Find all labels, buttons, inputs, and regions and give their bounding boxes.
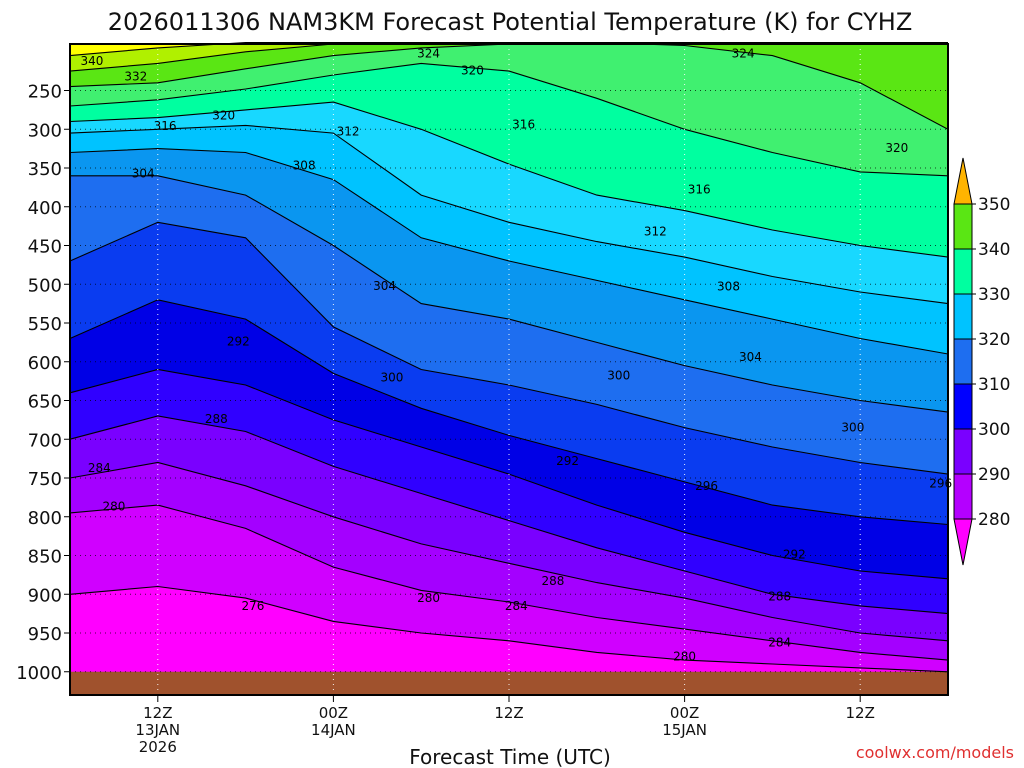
y-tick-label: 450 bbox=[28, 237, 62, 258]
contour-label-296: 296 bbox=[929, 476, 952, 490]
contour-label-304: 304 bbox=[373, 279, 396, 293]
band-above-320 bbox=[70, 44, 948, 176]
contour-label-280: 280 bbox=[417, 591, 440, 605]
contour-label-308: 308 bbox=[293, 159, 316, 173]
contour-label-288: 288 bbox=[205, 412, 228, 426]
contour-label-284: 284 bbox=[768, 635, 791, 649]
contour-label-308: 308 bbox=[717, 280, 740, 294]
contour-label-300: 300 bbox=[380, 370, 403, 384]
colorbar-label: 310 bbox=[978, 375, 1010, 395]
x-tick-label: 12Z bbox=[846, 704, 875, 722]
contour-label-324: 324 bbox=[417, 46, 440, 60]
x-tick-label: 15JAN bbox=[662, 721, 707, 739]
contour-label-292: 292 bbox=[556, 454, 579, 468]
y-tick-label: 600 bbox=[28, 353, 62, 374]
x-tick-label: 00Z bbox=[670, 704, 699, 722]
contour-label-340: 340 bbox=[80, 54, 103, 68]
y-tick-label: 1000 bbox=[16, 663, 62, 684]
y-tick-label: 950 bbox=[28, 624, 62, 645]
contour-label-304: 304 bbox=[739, 350, 762, 364]
contour-label-312: 312 bbox=[644, 225, 667, 239]
x-tick-label: 12Z bbox=[143, 704, 172, 722]
colorbar-label: 290 bbox=[978, 465, 1010, 485]
contour-label-288: 288 bbox=[541, 574, 564, 588]
colorbar-label: 320 bbox=[978, 330, 1010, 350]
isentrope-284 bbox=[69, 461, 949, 642]
isentrope-280 bbox=[69, 504, 949, 661]
x-tick-label: 2026 bbox=[139, 738, 177, 756]
colorbar-segment-300 bbox=[953, 383, 973, 430]
contour-label-300: 300 bbox=[841, 421, 864, 435]
isentrope-308 bbox=[69, 148, 949, 355]
colorbar: 280 290 300 310 320 330 340 350 bbox=[953, 157, 1010, 566]
x-axis-label: Forecast Time (UTC) bbox=[409, 745, 611, 768]
contour-label-288: 288 bbox=[768, 590, 791, 604]
plot-area: 340 332 324 324 320 320 320 316 316 316 312 312 308 3… bbox=[69, 41, 952, 696]
x-tick-label: 13JAN bbox=[135, 721, 180, 739]
colorbar-segment-290 bbox=[953, 428, 973, 475]
isentrope-288 bbox=[69, 415, 949, 615]
y-tick-label: 700 bbox=[28, 430, 62, 451]
isentrope-276 bbox=[69, 585, 949, 673]
ground-terrain bbox=[70, 671, 948, 695]
contour-label-316: 316 bbox=[688, 183, 711, 197]
isentrope-lines bbox=[69, 41, 949, 673]
contour-label-320: 320 bbox=[885, 141, 908, 155]
contour-label-316: 316 bbox=[512, 118, 535, 132]
y-tick-label: 800 bbox=[28, 508, 62, 529]
contour-label-284: 284 bbox=[505, 599, 528, 613]
colorbar-label: 280 bbox=[978, 510, 1010, 530]
contour-label-316: 316 bbox=[154, 119, 177, 133]
contour-label-320: 320 bbox=[212, 108, 235, 122]
contour-label-320: 320 bbox=[461, 63, 484, 77]
isentrope-296 bbox=[69, 299, 949, 526]
y-tick-label: 500 bbox=[28, 275, 62, 296]
contour-label-284: 284 bbox=[88, 461, 111, 475]
isentrope-320 bbox=[69, 62, 949, 177]
y-tick-label: 300 bbox=[28, 120, 62, 141]
colorbar-segment-320 bbox=[953, 293, 973, 340]
colorbar-label: 300 bbox=[978, 420, 1010, 440]
y-tick-label: 550 bbox=[28, 314, 62, 335]
colorbar-label: 350 bbox=[978, 195, 1010, 215]
contour-label-296: 296 bbox=[695, 479, 718, 493]
x-tick-label: 00Z bbox=[319, 704, 348, 722]
y-tick-label: 400 bbox=[28, 198, 62, 219]
colorbar-segment-330 bbox=[953, 248, 973, 295]
theta-bands bbox=[70, 42, 948, 695]
contour-label-332: 332 bbox=[124, 70, 147, 84]
colorbar-segment-340 bbox=[953, 203, 973, 250]
y-tick-label: 650 bbox=[28, 392, 62, 413]
y-tick-label: 850 bbox=[28, 547, 62, 568]
contour-label-276: 276 bbox=[241, 599, 264, 613]
grid-lines bbox=[70, 44, 948, 695]
contour-label-292: 292 bbox=[227, 335, 250, 349]
colorbar-label: 330 bbox=[978, 285, 1010, 305]
y-tick-label: 900 bbox=[28, 585, 62, 606]
y-tick-label: 250 bbox=[28, 82, 62, 103]
colorbar-segment-280 bbox=[953, 473, 973, 520]
x-tick-label: 14JAN bbox=[311, 721, 356, 739]
contour-label-300: 300 bbox=[607, 369, 630, 383]
contour-label-280: 280 bbox=[102, 500, 125, 514]
colorbar-segment-310 bbox=[953, 338, 973, 385]
y-tick-label: 750 bbox=[28, 469, 62, 490]
colorbar-arrow-low bbox=[953, 518, 973, 566]
isentrope-312 bbox=[69, 124, 949, 305]
contour-label-280: 280 bbox=[673, 649, 696, 663]
colorbar-label: 340 bbox=[978, 240, 1010, 260]
y-tick-label: 350 bbox=[28, 159, 62, 180]
chart-title: 2026011306 NAM3KM Forecast Potential Tem… bbox=[108, 8, 913, 36]
colorbar-arrow-high bbox=[953, 157, 973, 205]
contour-label-312: 312 bbox=[337, 125, 360, 139]
credit-text: coolwx.com/models bbox=[856, 743, 1014, 762]
contour-labels: 340 332 324 324 320 320 320 316 316 316 312 312 308 3… bbox=[80, 46, 952, 663]
contour-label-324: 324 bbox=[732, 46, 755, 60]
x-tick-label: 12Z bbox=[494, 704, 523, 722]
contour-label-292: 292 bbox=[783, 548, 806, 562]
y-axis: 250 300 350 400 450 500 550 600 650 700 750 800 850 9… bbox=[16, 82, 70, 684]
contour-label-304: 304 bbox=[132, 166, 155, 180]
